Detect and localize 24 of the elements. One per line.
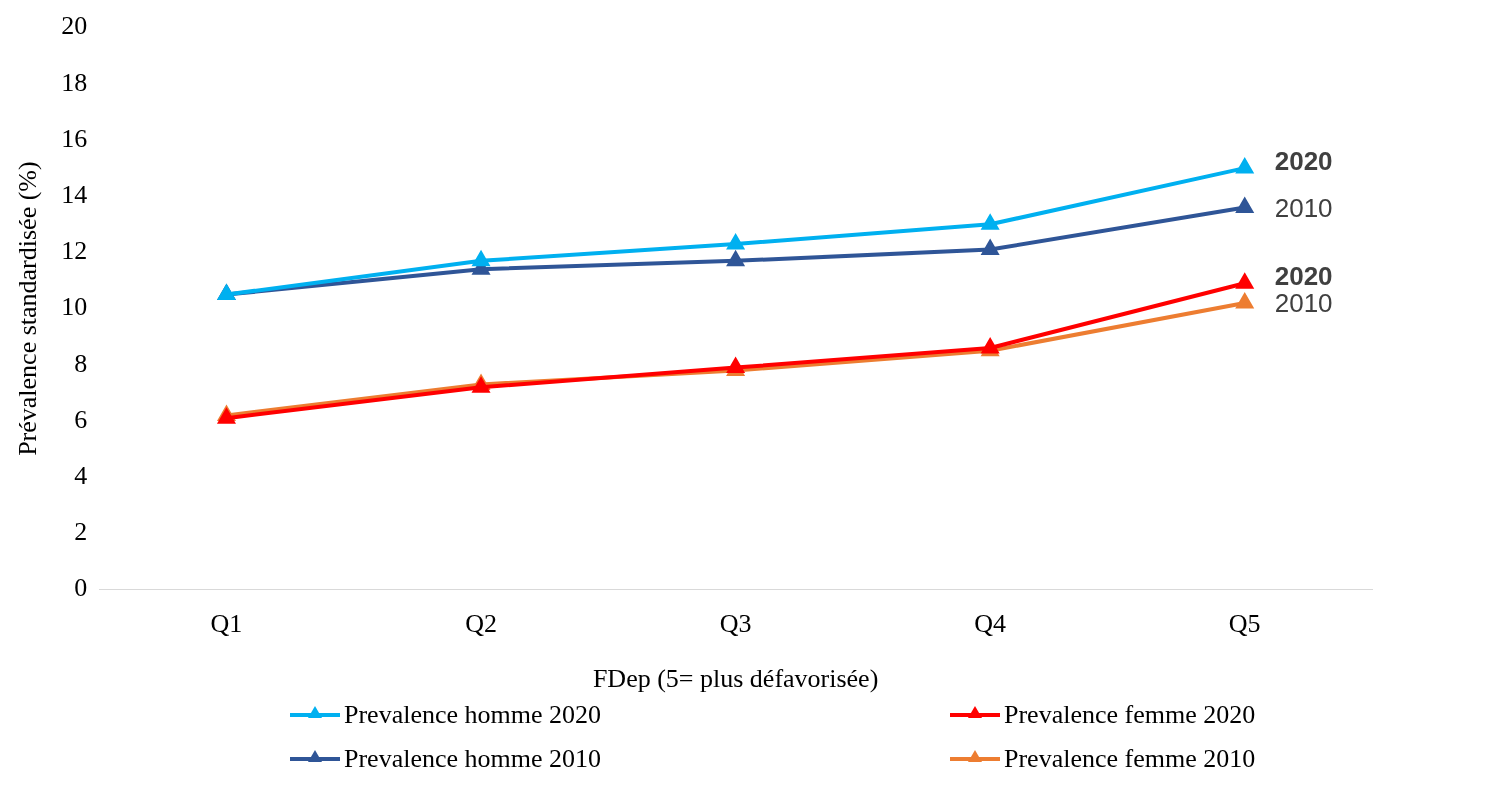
- x-tick-label: Q2: [465, 609, 497, 639]
- y-tick-label: 6: [74, 404, 88, 434]
- annotation: 2010: [1274, 192, 1333, 223]
- y-tick-label: 0: [74, 573, 88, 603]
- y-tick-label: 12: [61, 236, 88, 266]
- legend-label: Prevalence homme 2020: [344, 700, 602, 730]
- legend-label: Prevalence homme 2010: [344, 744, 602, 774]
- y-tick-label: 4: [74, 461, 88, 491]
- y-tick-label: 16: [61, 123, 88, 153]
- legend-label: Prevalence femme 2020: [1004, 700, 1256, 730]
- y-tick-label: 10: [61, 292, 88, 322]
- y-tick-label: 14: [61, 180, 88, 210]
- y-tick-label: 2: [74, 517, 88, 547]
- legend-label: Prevalence femme 2010: [1004, 744, 1256, 774]
- x-axis-title: FDep (5= plus défavorisée): [592, 664, 879, 694]
- annotation: 2020: [1274, 146, 1333, 177]
- y-tick-label: 18: [61, 67, 88, 97]
- y-tick-label: 20: [61, 11, 88, 41]
- x-tick-label: Q4: [974, 609, 1007, 639]
- y-tick-label: 8: [74, 348, 88, 378]
- y-axis-title: Prévalence standardisée (%): [13, 161, 43, 456]
- x-tick-label: Q5: [1228, 609, 1261, 639]
- x-tick-label: Q1: [210, 609, 243, 639]
- x-tick-label: Q3: [719, 609, 752, 639]
